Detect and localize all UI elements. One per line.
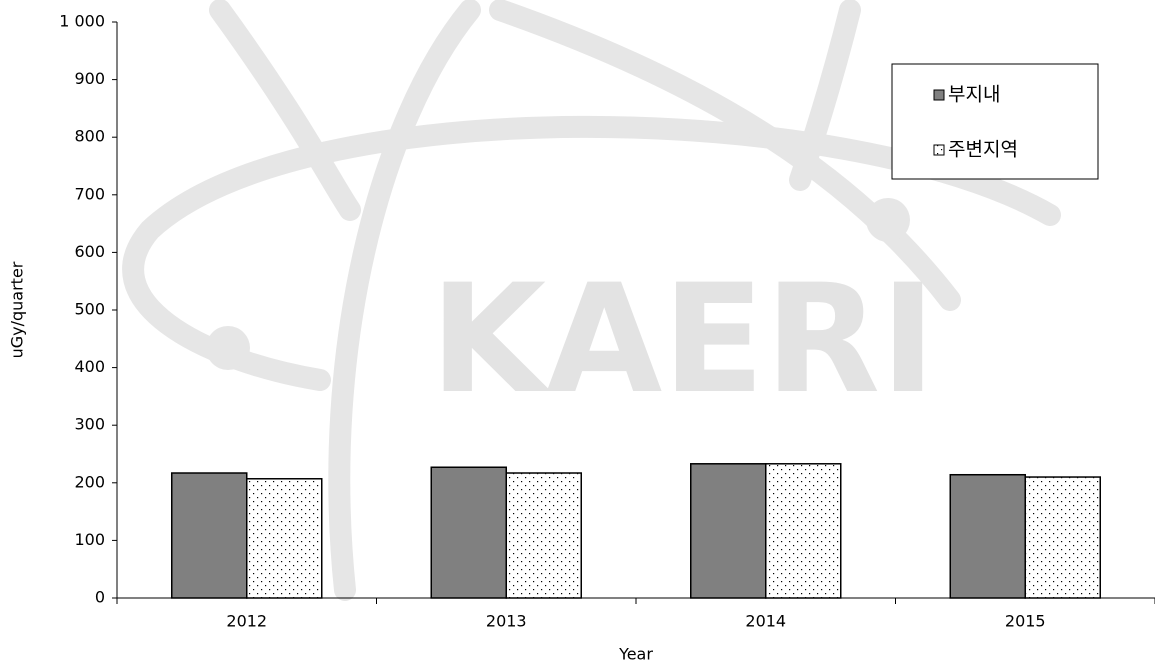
- x-tick-label: 2012: [226, 612, 267, 631]
- x-axis-label: Year: [618, 645, 653, 664]
- y-tick-label: 100: [74, 530, 105, 549]
- x-tick-label: 2014: [745, 612, 786, 631]
- bar: [430, 466, 507, 599]
- bar: [949, 473, 1026, 599]
- y-tick-label: 700: [74, 184, 105, 203]
- legend-swatch: [933, 144, 945, 156]
- bar: [765, 463, 842, 599]
- y-tick-label: 500: [74, 300, 105, 319]
- y-tick-label: 1 000: [59, 12, 105, 31]
- y-tick-label: 0: [95, 588, 105, 607]
- watermark: KAERI: [430, 253, 936, 427]
- y-tick-label: 600: [74, 242, 105, 261]
- bar: [171, 472, 248, 599]
- legend-box: [891, 63, 1099, 180]
- x-tick-label: 2015: [1005, 612, 1046, 631]
- bar: [690, 463, 767, 599]
- y-tick-label: 900: [74, 69, 105, 88]
- y-tick-label: 400: [74, 357, 105, 376]
- bar: [505, 472, 582, 599]
- legend-label: 주변지역: [948, 139, 1018, 161]
- y-axis-label: uGy/quarter: [8, 261, 27, 358]
- x-tick-label: 2013: [486, 612, 527, 631]
- y-tick-label: 200: [74, 472, 105, 491]
- bar: [1024, 476, 1101, 599]
- y-tick-label: 800: [74, 127, 105, 146]
- legend: [891, 63, 1099, 180]
- legend-swatch: [933, 89, 945, 101]
- bar: [246, 478, 323, 599]
- y-tick-label: 300: [74, 415, 105, 434]
- legend-label: 부지내: [948, 84, 1000, 106]
- watermark-logo: [122, 0, 1061, 601]
